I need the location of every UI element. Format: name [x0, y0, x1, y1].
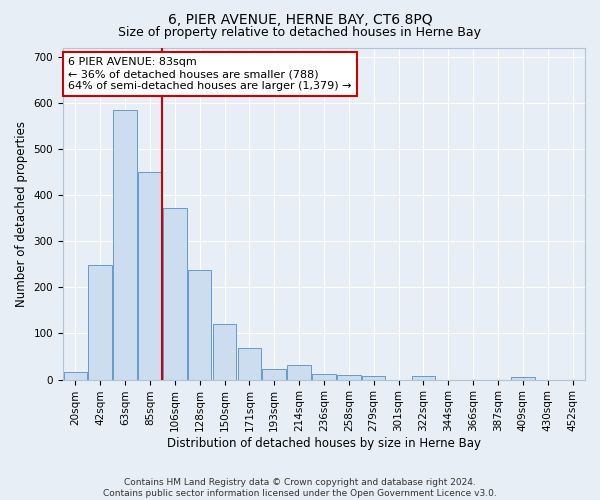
Bar	[511, 378, 535, 380]
Bar	[412, 376, 435, 380]
Text: Contains HM Land Registry data © Crown copyright and database right 2024.
Contai: Contains HM Land Registry data © Crown c…	[103, 478, 497, 498]
Bar	[64, 372, 87, 380]
X-axis label: Distribution of detached houses by size in Herne Bay: Distribution of detached houses by size …	[167, 437, 481, 450]
Text: 6 PIER AVENUE: 83sqm
← 36% of detached houses are smaller (788)
64% of semi-deta: 6 PIER AVENUE: 83sqm ← 36% of detached h…	[68, 58, 352, 90]
Bar	[337, 375, 361, 380]
Bar	[113, 110, 137, 380]
Bar	[262, 370, 286, 380]
Bar	[88, 265, 112, 380]
Bar	[188, 270, 211, 380]
Text: Size of property relative to detached houses in Herne Bay: Size of property relative to detached ho…	[119, 26, 482, 39]
Bar	[287, 365, 311, 380]
Bar	[238, 348, 261, 380]
Bar	[312, 374, 336, 380]
Bar	[163, 208, 187, 380]
Text: 6, PIER AVENUE, HERNE BAY, CT6 8PQ: 6, PIER AVENUE, HERNE BAY, CT6 8PQ	[167, 12, 433, 26]
Bar	[362, 376, 385, 380]
Bar	[212, 324, 236, 380]
Y-axis label: Number of detached properties: Number of detached properties	[15, 120, 28, 306]
Bar	[138, 172, 162, 380]
